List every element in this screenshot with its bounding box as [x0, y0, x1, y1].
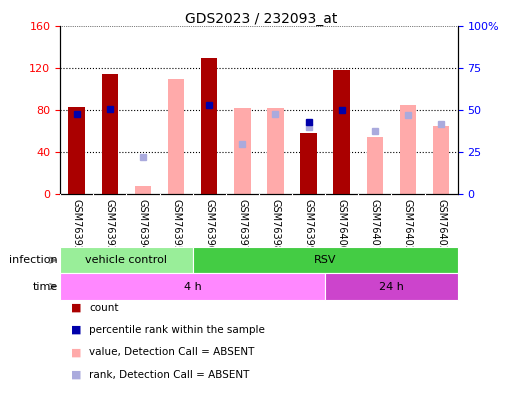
Text: GSM76395: GSM76395 — [171, 198, 181, 252]
Text: GSM76397: GSM76397 — [237, 198, 247, 252]
Text: ■: ■ — [71, 347, 81, 357]
Text: ■: ■ — [71, 370, 81, 379]
Text: time: time — [32, 281, 58, 292]
Bar — [201, 58, 218, 194]
Bar — [234, 108, 251, 194]
Text: GDS2023 / 232093_at: GDS2023 / 232093_at — [185, 12, 338, 26]
Text: GSM76394: GSM76394 — [138, 198, 148, 252]
Bar — [433, 126, 449, 194]
Text: GSM76392: GSM76392 — [72, 198, 82, 252]
Bar — [60, 273, 325, 300]
Text: GSM76398: GSM76398 — [270, 198, 280, 252]
Bar — [135, 186, 151, 194]
Bar — [101, 74, 118, 194]
Text: GSM76402: GSM76402 — [403, 198, 413, 252]
Text: 4 h: 4 h — [184, 281, 201, 292]
Text: RSV: RSV — [314, 255, 336, 265]
Bar — [192, 247, 458, 273]
Bar — [334, 70, 350, 194]
Bar — [367, 136, 383, 194]
Bar — [300, 134, 317, 194]
Text: GSM76393: GSM76393 — [105, 198, 115, 252]
Text: vehicle control: vehicle control — [85, 255, 167, 265]
Text: GSM76399: GSM76399 — [303, 198, 314, 252]
Text: GSM76403: GSM76403 — [436, 198, 446, 252]
Text: GSM76396: GSM76396 — [204, 198, 214, 252]
Text: ■: ■ — [71, 303, 81, 313]
Bar — [325, 273, 458, 300]
Text: ■: ■ — [71, 325, 81, 335]
Bar — [69, 107, 85, 194]
Text: count: count — [89, 303, 118, 313]
Text: 24 h: 24 h — [379, 281, 404, 292]
Bar — [168, 79, 185, 194]
Bar — [60, 247, 192, 273]
Text: value, Detection Call = ABSENT: value, Detection Call = ABSENT — [89, 347, 254, 357]
Bar — [267, 108, 283, 194]
Text: rank, Detection Call = ABSENT: rank, Detection Call = ABSENT — [89, 370, 249, 379]
Text: percentile rank within the sample: percentile rank within the sample — [89, 325, 265, 335]
Text: infection: infection — [9, 255, 58, 265]
Bar — [400, 105, 416, 194]
Text: GSM76401: GSM76401 — [370, 198, 380, 252]
Text: GSM76400: GSM76400 — [337, 198, 347, 252]
